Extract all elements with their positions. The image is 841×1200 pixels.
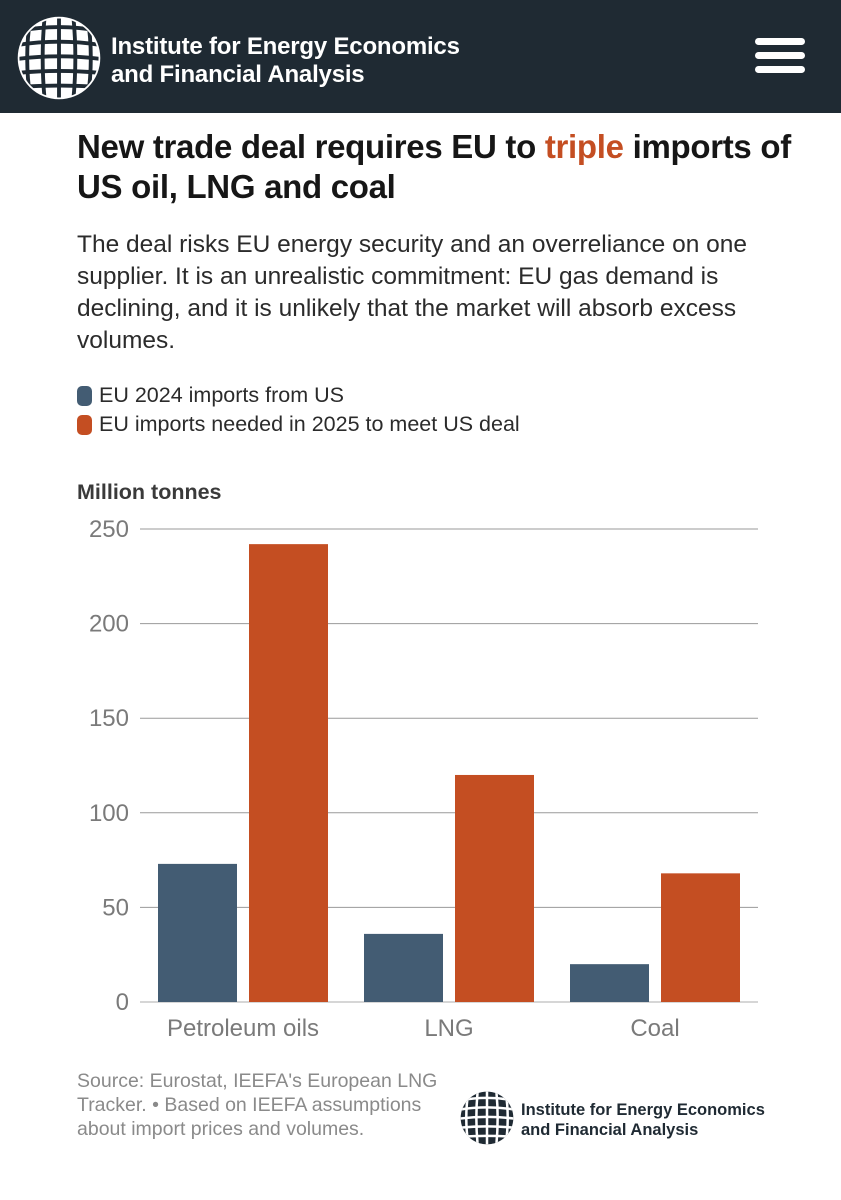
x-tick-label: Coal xyxy=(630,1015,679,1042)
globe-grid-icon xyxy=(460,1091,514,1145)
y-tick-label: 250 xyxy=(89,516,129,543)
title-highlight: triple xyxy=(544,128,624,165)
header-org-line2: and Financial Analysis xyxy=(111,61,365,88)
source-note: Source: Eurostat, IEEFA's European LNG T… xyxy=(77,1070,438,1140)
legend-label-2024: EU 2024 imports from US xyxy=(99,383,344,407)
x-tick-label: LNG xyxy=(424,1015,473,1042)
y-tick-label: 200 xyxy=(89,611,129,638)
bar-2024-lng xyxy=(364,933,443,1002)
chart-subtitle: The deal risks EU energy security and an… xyxy=(77,231,748,354)
globe-grid-icon[interactable] xyxy=(16,15,102,101)
bar-chart: Million tonnes 0 50 100 150 200 250 Petroleum… xyxy=(77,480,758,1042)
menu-bar xyxy=(755,66,805,73)
legend-swatch-2024 xyxy=(77,385,92,406)
hamburger-menu-icon[interactable] xyxy=(752,36,808,76)
legend-item-2024: EU 2024 imports from US xyxy=(77,381,520,410)
title-text-before: New trade deal requires EU to xyxy=(77,128,545,165)
bar-2024-petroleum-oils xyxy=(158,863,237,1002)
chart-title: New trade deal requires EU to triple imp… xyxy=(77,127,797,207)
y-tick-label: 0 xyxy=(116,989,129,1016)
bar-2025-petroleum-oils xyxy=(249,544,328,1002)
header-org-line1: Institute for Energy Economics xyxy=(111,33,460,60)
title-text-after: imports of US oil, LNG and coal xyxy=(77,128,791,205)
bar-2025-coal xyxy=(661,873,740,1002)
footer-org-line1: Institute for Energy Economics xyxy=(521,1101,765,1119)
menu-bar xyxy=(755,52,805,59)
y-tick-label: 100 xyxy=(89,800,129,827)
y-tick-label: 150 xyxy=(89,705,129,732)
x-tick-label: Petroleum oils xyxy=(167,1015,319,1042)
grid-lines xyxy=(140,528,758,1003)
y-axis-label: Million tonnes xyxy=(77,480,222,504)
y-tick-label: 50 xyxy=(102,894,129,921)
bar-2024-coal xyxy=(570,964,649,1002)
header-org-name: Institute for Energy Economics and Finan… xyxy=(111,33,460,89)
site-header: Institute for Energy Economics and Finan… xyxy=(0,0,841,113)
bars xyxy=(158,544,740,1002)
y-axis-ticks: 0 50 100 150 200 250 xyxy=(89,516,129,1016)
legend-label-2025: EU imports needed in 2025 to meet US dea… xyxy=(99,412,520,436)
menu-bar xyxy=(755,38,805,45)
footer-org-line2: and Financial Analysis xyxy=(521,1121,699,1139)
chart-legend: EU 2024 imports from US EU imports neede… xyxy=(77,381,520,439)
footer-org-name: Institute for Energy Economics and Finan… xyxy=(521,1100,765,1140)
bar-2025-lng xyxy=(455,774,534,1002)
legend-item-2025: EU imports needed in 2025 to meet US dea… xyxy=(77,410,520,439)
x-axis-ticks: Petroleum oils LNG Coal xyxy=(167,1015,680,1042)
legend-swatch-2025 xyxy=(77,414,92,435)
